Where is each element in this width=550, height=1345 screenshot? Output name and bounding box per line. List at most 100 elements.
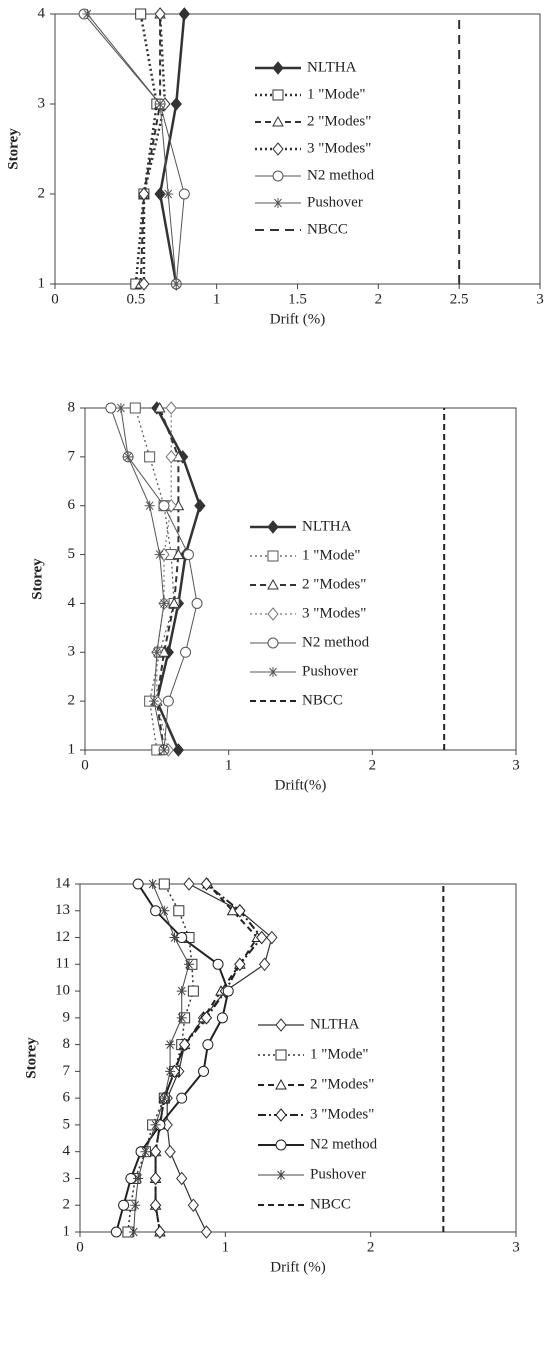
legend-label: N2 method — [302, 634, 370, 650]
marker — [150, 905, 162, 917]
y-tick-label: 1 — [68, 741, 76, 757]
y-tick-label: 5 — [68, 546, 76, 562]
marker — [275, 1049, 287, 1061]
marker — [234, 957, 246, 972]
marker — [273, 198, 283, 208]
marker — [176, 1171, 188, 1186]
marker — [159, 745, 170, 755]
marker — [202, 1039, 214, 1051]
y-tick-label: 14 — [55, 875, 71, 891]
series-line — [134, 13, 159, 285]
marker — [178, 1037, 191, 1052]
legend-label: NBCC — [302, 692, 343, 708]
x-tick-label: 3 — [512, 757, 520, 773]
marker — [172, 743, 185, 757]
x-axis-label: Drift (%) — [270, 1259, 325, 1275]
plot-frame — [54, 13, 541, 285]
legend-label: 1 "Mode" — [310, 1046, 369, 1062]
y-axis-label: Storey — [23, 1037, 39, 1079]
marker — [163, 189, 174, 199]
chart: 0 0.5 1 1.5 2 2.5 3 1 2 3 4 Drift (%) Storey NLTHA 1 "… — [5, 5, 543, 327]
y-tick-label: 12 — [55, 929, 70, 945]
marker — [173, 905, 185, 917]
marker — [105, 402, 117, 414]
plot-frame — [79, 883, 517, 1233]
marker — [176, 1012, 187, 1023]
series-line — [139, 14, 162, 285]
series-line — [154, 883, 263, 1233]
x-tick-label: 2.5 — [450, 291, 469, 307]
marker — [267, 520, 279, 534]
marker — [200, 1225, 213, 1239]
y-tick-label: 7 — [68, 448, 76, 464]
legend-label: 3 "Modes" — [310, 1106, 374, 1122]
marker — [159, 598, 170, 609]
legend-label: 1 "Mode" — [302, 547, 361, 563]
marker — [155, 99, 166, 109]
marker — [267, 550, 279, 562]
legend-label: NBCC — [307, 221, 348, 237]
series-line — [134, 407, 175, 751]
marker — [275, 1139, 287, 1151]
y-tick-label: 1 — [63, 1223, 71, 1239]
x-tick-label: 1 — [225, 757, 233, 773]
marker — [267, 578, 279, 590]
marker — [198, 1065, 210, 1077]
marker — [182, 549, 194, 561]
y-tick-label: 2 — [63, 1197, 71, 1213]
marker — [153, 401, 166, 413]
y-tick-label: 4 — [63, 1143, 71, 1159]
x-tick-label: 3 — [536, 291, 544, 307]
marker — [275, 1018, 287, 1032]
marker — [132, 878, 144, 890]
marker — [135, 8, 147, 20]
y-tick-label: 4 — [68, 595, 76, 611]
marker — [267, 607, 279, 621]
marker — [266, 930, 278, 945]
marker — [176, 1092, 188, 1104]
y-tick-label: 2 — [38, 185, 46, 201]
x-tick-label: 2 — [367, 1239, 375, 1255]
x-tick-label: 1.5 — [288, 291, 307, 307]
series-line — [110, 407, 198, 751]
marker — [118, 1199, 130, 1211]
x-tick-label: 0 — [81, 757, 89, 773]
series-line — [155, 407, 202, 751]
marker — [216, 1012, 228, 1024]
x-tick-label: 0 — [51, 291, 59, 307]
marker — [183, 877, 195, 891]
series-line — [83, 13, 185, 285]
y-tick-label: 11 — [56, 956, 70, 972]
series-line — [155, 407, 180, 751]
marker — [129, 402, 141, 414]
marker — [222, 985, 234, 997]
marker — [144, 500, 155, 511]
marker — [151, 647, 162, 658]
marker — [200, 877, 213, 891]
marker — [276, 1170, 286, 1180]
marker — [171, 279, 182, 289]
plot-frame — [84, 407, 517, 751]
marker — [176, 986, 187, 997]
series-line — [142, 13, 167, 284]
marker — [178, 7, 190, 21]
marker — [154, 549, 165, 560]
marker — [168, 597, 180, 608]
legend-label: 3 "Modes" — [307, 140, 371, 156]
marker — [164, 1144, 176, 1159]
y-tick-label: 6 — [68, 497, 76, 513]
marker — [169, 932, 180, 943]
marker — [165, 401, 177, 415]
marker — [275, 1108, 287, 1122]
marker — [138, 277, 150, 291]
x-tick-label: 1 — [213, 291, 221, 307]
marker — [191, 597, 203, 609]
marker — [158, 878, 170, 890]
y-tick-label: 3 — [68, 644, 76, 660]
marker — [140, 1146, 151, 1157]
x-tick-label: 2 — [375, 291, 383, 307]
y-axis-label: Storey — [29, 558, 45, 600]
marker — [149, 1198, 162, 1213]
y-tick-label: 5 — [63, 1116, 71, 1132]
